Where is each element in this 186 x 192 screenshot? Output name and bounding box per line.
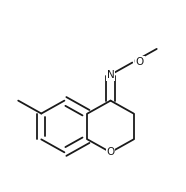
- Text: O: O: [135, 57, 144, 67]
- Text: N: N: [107, 70, 114, 80]
- Text: O: O: [134, 57, 142, 67]
- Text: O: O: [106, 147, 115, 157]
